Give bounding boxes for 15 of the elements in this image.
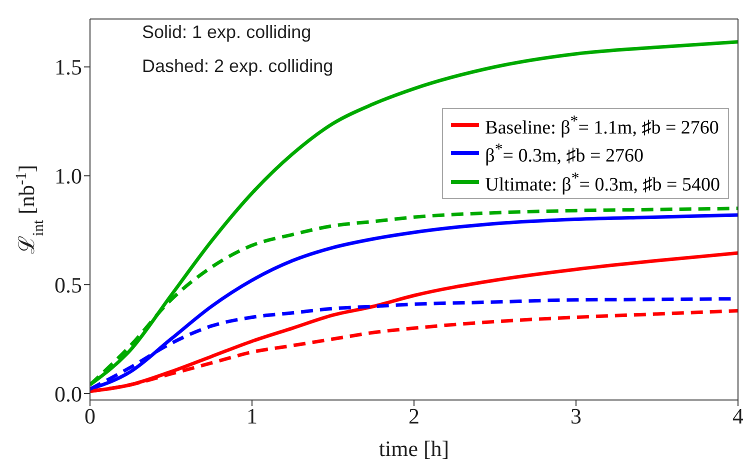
annotation: Dashed: 2 exp. colliding bbox=[142, 56, 334, 77]
x-tick-label: 0 bbox=[84, 404, 96, 429]
x-axis-title: time [h] bbox=[378, 436, 450, 461]
y-tick-label: 0.0 bbox=[54, 381, 82, 406]
legend-label: β$^{*}$= 0.3m, ♯b = 2760 bbox=[485, 141, 644, 167]
y-tick-label: 0.5 bbox=[54, 272, 82, 298]
y-tick-label: 1.0 bbox=[54, 164, 82, 189]
x-tick-label: 1 bbox=[246, 404, 258, 429]
legend-label: Ultimate: β$^{*}$= 0.3m, ♯b = 5400 bbox=[485, 170, 720, 195]
x-tick-label: 4 bbox=[732, 404, 743, 429]
legend-label: Baseline: β$^{*}$= 1.1m, ♯b = 2760 bbox=[485, 113, 719, 138]
annotation: Solid: 1 exp. colliding bbox=[142, 22, 312, 43]
y-tick-label: 1.5 bbox=[54, 54, 82, 80]
x-tick-label: 3 bbox=[570, 404, 582, 429]
x-tick-label: 2 bbox=[408, 404, 420, 429]
